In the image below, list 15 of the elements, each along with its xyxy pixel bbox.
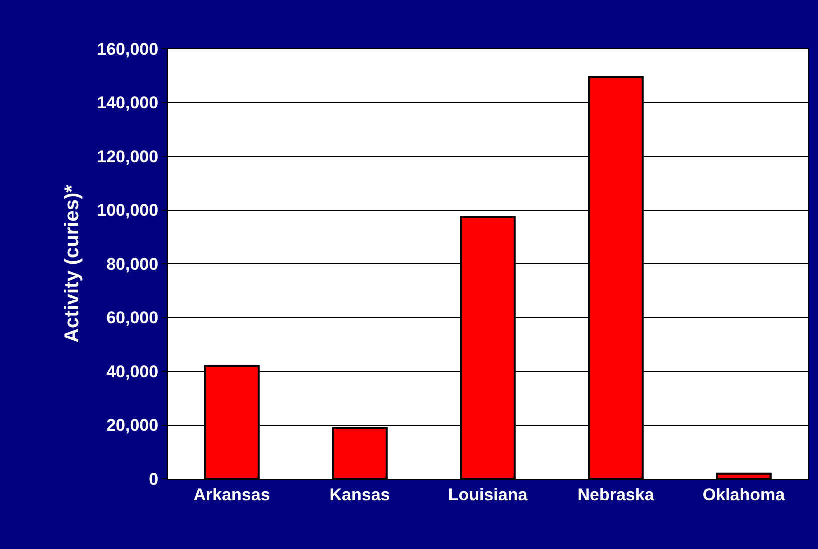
y-tick-label: 120,000 [97,147,159,166]
x-tick-label: Arkansas [194,485,270,504]
y-tick-label: 0 [149,470,159,489]
y-tick-label: 100,000 [97,201,159,220]
x-tick-label: Nebraska [578,485,655,504]
y-tick-label: 80,000 [106,254,159,274]
x-tick-label: Kansas [330,485,390,504]
y-tick-label: 60,000 [106,308,159,328]
y-tick-label: 20,000 [106,416,159,436]
y-axis-title: Activity (curies)* [62,184,84,343]
y-tick-label: 40,000 [106,362,159,382]
x-tick-label: Oklahoma [702,485,786,504]
y-tick-label: 160,000 [97,40,159,59]
x-tick-label: Louisiana [448,485,528,504]
y-tick-label: 140,000 [97,94,159,113]
